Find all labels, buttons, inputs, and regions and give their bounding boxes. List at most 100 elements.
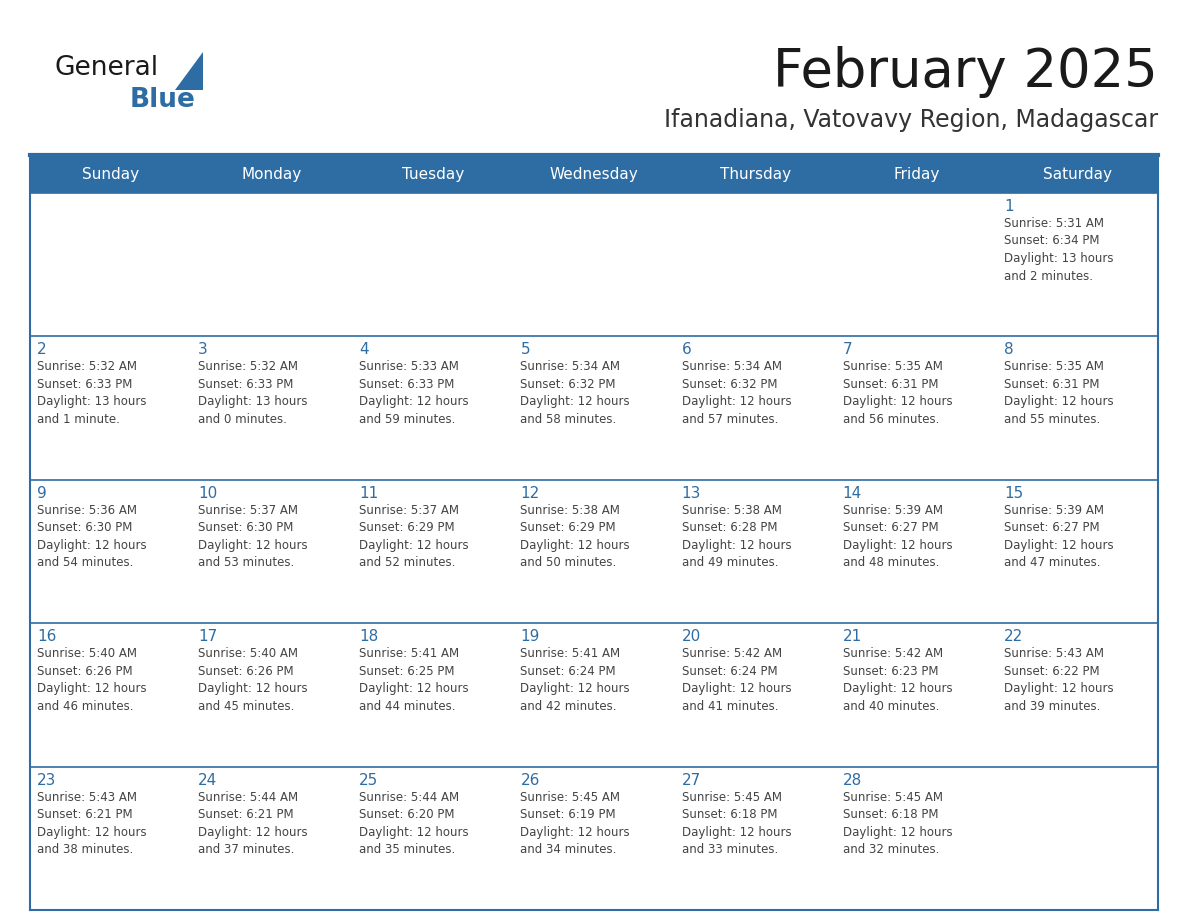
Text: Sunrise: 5:44 AM
Sunset: 6:20 PM
Daylight: 12 hours
and 35 minutes.: Sunrise: 5:44 AM Sunset: 6:20 PM Dayligh… — [359, 790, 469, 856]
Text: Sunrise: 5:36 AM
Sunset: 6:30 PM
Daylight: 12 hours
and 54 minutes.: Sunrise: 5:36 AM Sunset: 6:30 PM Dayligh… — [37, 504, 146, 569]
Bar — [30, 480, 191, 623]
Text: 10: 10 — [198, 486, 217, 501]
Text: Sunrise: 5:41 AM
Sunset: 6:24 PM
Daylight: 12 hours
and 42 minutes.: Sunrise: 5:41 AM Sunset: 6:24 PM Dayligh… — [520, 647, 630, 712]
Bar — [191, 767, 353, 910]
Text: Ifanadiana, Vatovavy Region, Madagascar: Ifanadiana, Vatovavy Region, Madagascar — [664, 108, 1158, 132]
Text: 14: 14 — [842, 486, 862, 501]
Bar — [835, 480, 997, 623]
Text: 11: 11 — [359, 486, 379, 501]
Text: 18: 18 — [359, 629, 379, 644]
Bar — [997, 623, 1158, 767]
Bar — [835, 623, 997, 767]
Bar — [675, 623, 835, 767]
Text: 16: 16 — [37, 629, 56, 644]
Text: 22: 22 — [1004, 629, 1023, 644]
Bar — [997, 336, 1158, 480]
Bar — [513, 336, 675, 480]
Text: 3: 3 — [198, 342, 208, 357]
Text: Sunrise: 5:34 AM
Sunset: 6:32 PM
Daylight: 12 hours
and 57 minutes.: Sunrise: 5:34 AM Sunset: 6:32 PM Dayligh… — [682, 361, 791, 426]
Text: Tuesday: Tuesday — [402, 166, 465, 182]
Bar — [675, 193, 835, 336]
Bar — [30, 193, 191, 336]
Text: 7: 7 — [842, 342, 852, 357]
Text: February 2025: February 2025 — [773, 46, 1158, 98]
Text: 9: 9 — [37, 486, 46, 501]
Text: 17: 17 — [198, 629, 217, 644]
Text: Sunrise: 5:39 AM
Sunset: 6:27 PM
Daylight: 12 hours
and 48 minutes.: Sunrise: 5:39 AM Sunset: 6:27 PM Dayligh… — [842, 504, 953, 569]
Bar — [191, 480, 353, 623]
Text: 27: 27 — [682, 773, 701, 788]
Text: Sunrise: 5:32 AM
Sunset: 6:33 PM
Daylight: 13 hours
and 1 minute.: Sunrise: 5:32 AM Sunset: 6:33 PM Dayligh… — [37, 361, 146, 426]
Text: Sunrise: 5:45 AM
Sunset: 6:18 PM
Daylight: 12 hours
and 32 minutes.: Sunrise: 5:45 AM Sunset: 6:18 PM Dayligh… — [842, 790, 953, 856]
Bar — [513, 623, 675, 767]
Bar — [835, 193, 997, 336]
Bar — [835, 767, 997, 910]
Polygon shape — [175, 52, 203, 90]
Text: 13: 13 — [682, 486, 701, 501]
Bar — [513, 193, 675, 336]
Bar — [513, 480, 675, 623]
Bar — [835, 336, 997, 480]
Text: 21: 21 — [842, 629, 862, 644]
Text: Sunrise: 5:40 AM
Sunset: 6:26 PM
Daylight: 12 hours
and 46 minutes.: Sunrise: 5:40 AM Sunset: 6:26 PM Dayligh… — [37, 647, 146, 712]
Text: Sunrise: 5:45 AM
Sunset: 6:19 PM
Daylight: 12 hours
and 34 minutes.: Sunrise: 5:45 AM Sunset: 6:19 PM Dayligh… — [520, 790, 630, 856]
Text: Sunrise: 5:41 AM
Sunset: 6:25 PM
Daylight: 12 hours
and 44 minutes.: Sunrise: 5:41 AM Sunset: 6:25 PM Dayligh… — [359, 647, 469, 712]
Text: Sunrise: 5:42 AM
Sunset: 6:24 PM
Daylight: 12 hours
and 41 minutes.: Sunrise: 5:42 AM Sunset: 6:24 PM Dayligh… — [682, 647, 791, 712]
Text: Sunrise: 5:37 AM
Sunset: 6:29 PM
Daylight: 12 hours
and 52 minutes.: Sunrise: 5:37 AM Sunset: 6:29 PM Dayligh… — [359, 504, 469, 569]
Text: 24: 24 — [198, 773, 217, 788]
Text: 5: 5 — [520, 342, 530, 357]
Text: Sunrise: 5:42 AM
Sunset: 6:23 PM
Daylight: 12 hours
and 40 minutes.: Sunrise: 5:42 AM Sunset: 6:23 PM Dayligh… — [842, 647, 953, 712]
Text: Sunrise: 5:35 AM
Sunset: 6:31 PM
Daylight: 12 hours
and 55 minutes.: Sunrise: 5:35 AM Sunset: 6:31 PM Dayligh… — [1004, 361, 1113, 426]
Text: 12: 12 — [520, 486, 539, 501]
Text: Sunrise: 5:44 AM
Sunset: 6:21 PM
Daylight: 12 hours
and 37 minutes.: Sunrise: 5:44 AM Sunset: 6:21 PM Dayligh… — [198, 790, 308, 856]
Bar — [191, 193, 353, 336]
Text: 19: 19 — [520, 629, 539, 644]
Text: 25: 25 — [359, 773, 379, 788]
Bar — [675, 336, 835, 480]
Text: 28: 28 — [842, 773, 862, 788]
Text: Sunrise: 5:32 AM
Sunset: 6:33 PM
Daylight: 13 hours
and 0 minutes.: Sunrise: 5:32 AM Sunset: 6:33 PM Dayligh… — [198, 361, 308, 426]
Bar — [191, 623, 353, 767]
Text: 15: 15 — [1004, 486, 1023, 501]
Bar — [513, 767, 675, 910]
Bar — [353, 623, 513, 767]
Text: 8: 8 — [1004, 342, 1013, 357]
Text: Sunday: Sunday — [82, 166, 139, 182]
Bar — [353, 480, 513, 623]
Text: Sunrise: 5:33 AM
Sunset: 6:33 PM
Daylight: 12 hours
and 59 minutes.: Sunrise: 5:33 AM Sunset: 6:33 PM Dayligh… — [359, 361, 469, 426]
Text: Wednesday: Wednesday — [550, 166, 638, 182]
Text: Thursday: Thursday — [720, 166, 791, 182]
Bar — [675, 767, 835, 910]
Text: Sunrise: 5:34 AM
Sunset: 6:32 PM
Daylight: 12 hours
and 58 minutes.: Sunrise: 5:34 AM Sunset: 6:32 PM Dayligh… — [520, 361, 630, 426]
Bar — [30, 623, 191, 767]
Text: Blue: Blue — [129, 87, 196, 113]
Bar — [30, 336, 191, 480]
Text: 20: 20 — [682, 629, 701, 644]
Text: Sunrise: 5:37 AM
Sunset: 6:30 PM
Daylight: 12 hours
and 53 minutes.: Sunrise: 5:37 AM Sunset: 6:30 PM Dayligh… — [198, 504, 308, 569]
Text: Saturday: Saturday — [1043, 166, 1112, 182]
Text: General: General — [55, 55, 159, 81]
Text: 6: 6 — [682, 342, 691, 357]
Bar — [675, 480, 835, 623]
Bar — [353, 193, 513, 336]
Text: 23: 23 — [37, 773, 56, 788]
Bar — [30, 155, 1158, 193]
Bar — [353, 336, 513, 480]
Bar — [353, 767, 513, 910]
Text: Monday: Monday — [241, 166, 302, 182]
Bar — [30, 767, 191, 910]
Text: 1: 1 — [1004, 199, 1013, 214]
Bar — [997, 480, 1158, 623]
Bar — [191, 336, 353, 480]
Text: 26: 26 — [520, 773, 539, 788]
Text: Sunrise: 5:45 AM
Sunset: 6:18 PM
Daylight: 12 hours
and 33 minutes.: Sunrise: 5:45 AM Sunset: 6:18 PM Dayligh… — [682, 790, 791, 856]
Bar — [997, 193, 1158, 336]
Bar — [997, 767, 1158, 910]
Text: 2: 2 — [37, 342, 46, 357]
Text: Sunrise: 5:35 AM
Sunset: 6:31 PM
Daylight: 12 hours
and 56 minutes.: Sunrise: 5:35 AM Sunset: 6:31 PM Dayligh… — [842, 361, 953, 426]
Text: Sunrise: 5:38 AM
Sunset: 6:29 PM
Daylight: 12 hours
and 50 minutes.: Sunrise: 5:38 AM Sunset: 6:29 PM Dayligh… — [520, 504, 630, 569]
Text: Sunrise: 5:40 AM
Sunset: 6:26 PM
Daylight: 12 hours
and 45 minutes.: Sunrise: 5:40 AM Sunset: 6:26 PM Dayligh… — [198, 647, 308, 712]
Text: Sunrise: 5:43 AM
Sunset: 6:21 PM
Daylight: 12 hours
and 38 minutes.: Sunrise: 5:43 AM Sunset: 6:21 PM Dayligh… — [37, 790, 146, 856]
Text: Sunrise: 5:38 AM
Sunset: 6:28 PM
Daylight: 12 hours
and 49 minutes.: Sunrise: 5:38 AM Sunset: 6:28 PM Dayligh… — [682, 504, 791, 569]
Text: 4: 4 — [359, 342, 369, 357]
